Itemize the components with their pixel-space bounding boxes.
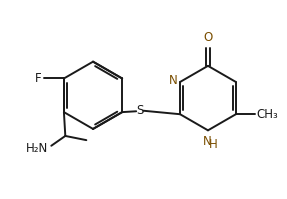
Text: CH₃: CH₃ <box>257 108 278 121</box>
Text: O: O <box>203 31 213 44</box>
Text: H₂N: H₂N <box>26 142 49 155</box>
Text: N: N <box>203 135 212 147</box>
Text: N: N <box>169 74 178 87</box>
Text: H: H <box>209 138 217 151</box>
Text: S: S <box>136 104 143 117</box>
Text: F: F <box>35 72 42 85</box>
